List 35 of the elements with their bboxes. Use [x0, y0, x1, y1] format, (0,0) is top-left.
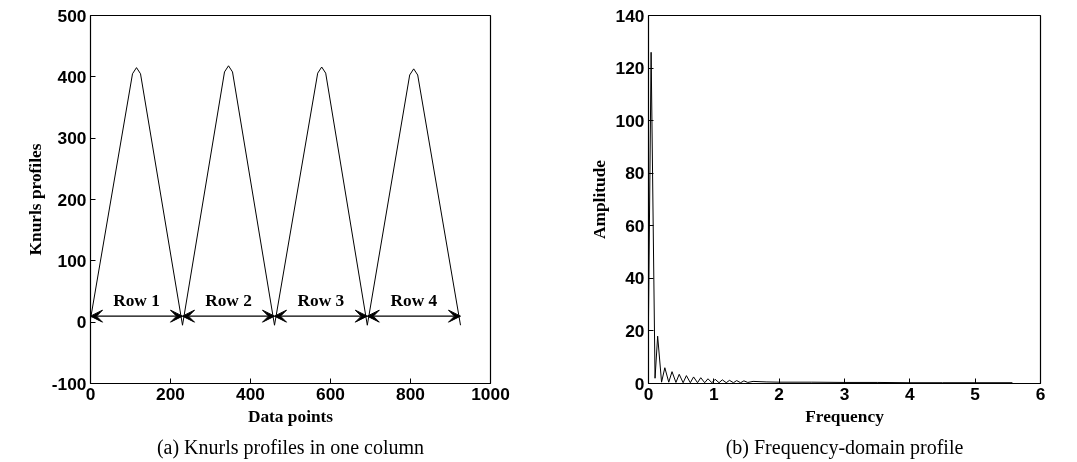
annotation: Row 2 — [205, 291, 252, 311]
annotation: Row 1 — [113, 291, 160, 311]
y-tick-label: 200 — [57, 189, 87, 210]
y-tick-label: -100 — [51, 373, 87, 394]
y-tick-label: 20 — [625, 320, 645, 341]
y-axis-title: Amplitude — [589, 159, 609, 239]
x-tick-label: 2 — [774, 383, 784, 404]
y-tick-label: 140 — [615, 5, 645, 26]
annotation: Row 4 — [390, 291, 438, 311]
y-tick-label: 60 — [625, 215, 645, 236]
y-axis-title: Knurls profiles — [25, 143, 45, 256]
y-tick-label: 0 — [76, 312, 87, 333]
y-tick-label: 80 — [625, 163, 645, 184]
text: (b) Frequency-domain profile — [725, 435, 964, 459]
annotation: Row 3 — [297, 291, 345, 311]
x-tick-label: 200 — [156, 383, 185, 404]
x-tick-label: 6 — [1035, 383, 1046, 404]
y-tick-label: 100 — [615, 110, 645, 131]
y-tick-label: 120 — [615, 58, 645, 79]
text: (a) Knurls profiles in one column — [156, 435, 425, 459]
x-tick-label: 4 — [905, 383, 916, 404]
y-tick-label: 40 — [625, 268, 645, 289]
x-axis-title: Data points — [247, 406, 334, 426]
x-tick-label: 5 — [970, 383, 981, 404]
x-tick-label: 800 — [396, 383, 425, 404]
x-tick-label: 600 — [316, 383, 345, 404]
x-tick-label: 1 — [709, 383, 720, 404]
x-tick-label: 400 — [236, 383, 265, 404]
y-tick-label: 500 — [57, 5, 87, 26]
x-tick-label: 1000 — [471, 383, 510, 404]
x-axis-title: Frequency — [805, 406, 885, 426]
y-tick-label: 100 — [57, 250, 87, 271]
y-tick-label: 300 — [57, 128, 87, 149]
x-tick-label: 3 — [839, 383, 850, 404]
y-tick-label: 400 — [57, 66, 87, 87]
